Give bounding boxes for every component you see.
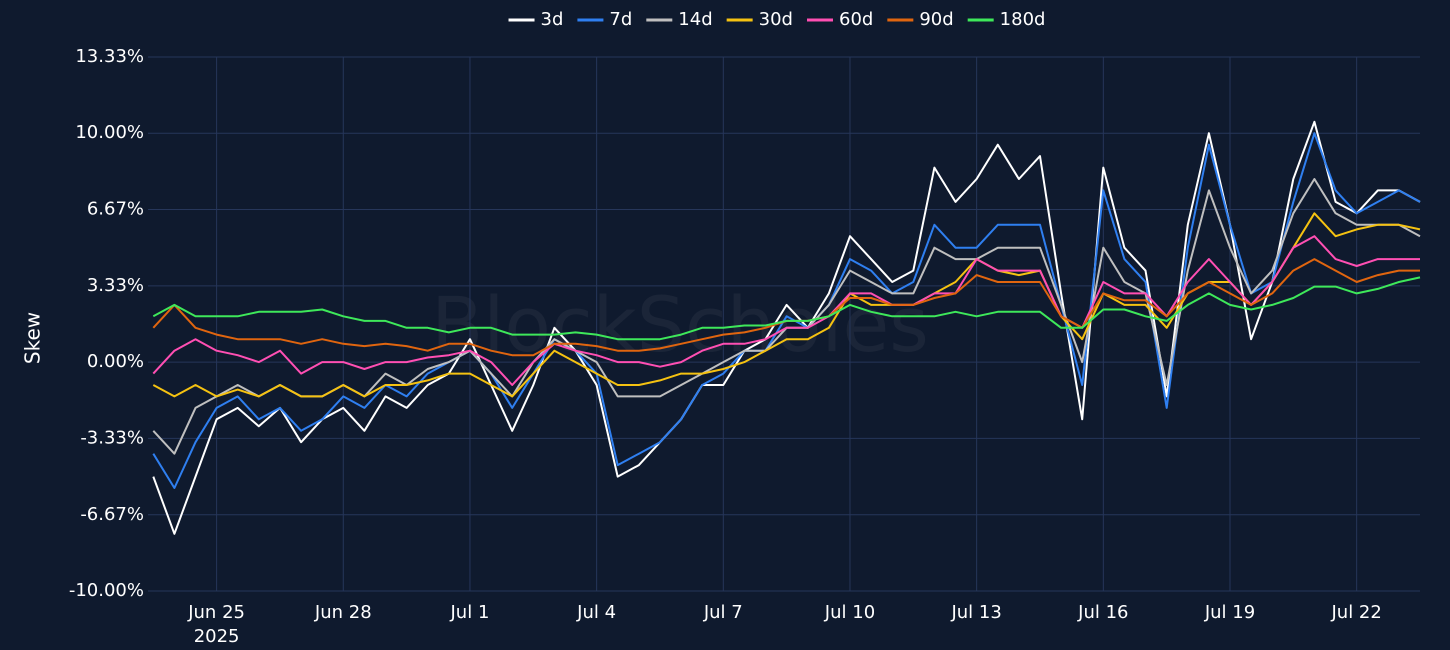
legend-label: 30d <box>759 9 793 30</box>
y-axis-label: Skew <box>21 312 45 364</box>
y-tick-label: 6.67% <box>87 198 144 219</box>
legend-label: 3d <box>541 9 564 30</box>
y-tick-label: 0.00% <box>87 351 144 372</box>
legend-label: 7d <box>609 9 632 30</box>
x-tick-label: Jul 16 <box>1077 602 1128 623</box>
x-tick-year: 2025 <box>194 626 240 647</box>
y-tick-label: -3.33% <box>80 427 144 448</box>
y-tick-label: 10.00% <box>75 122 144 143</box>
legend-label: 60d <box>839 9 873 30</box>
y-tick-label: -10.00% <box>69 580 144 601</box>
series-line <box>152 120 1421 535</box>
y-tick-label: 3.33% <box>87 275 144 296</box>
x-tick-label: Jun 28 <box>314 602 372 623</box>
legend-label: 90d <box>919 9 953 30</box>
series-line <box>152 276 1421 341</box>
x-tick-label: Jul 10 <box>824 602 875 623</box>
x-tick-label: Jul 4 <box>576 602 616 623</box>
x-tick-label: Jul 1 <box>450 602 490 623</box>
legend-label: 14d <box>678 9 712 30</box>
x-tick-label: Jul 22 <box>1330 602 1381 623</box>
legend: 3d 7d 14d 30d 60d 90d 180d <box>508 9 1046 30</box>
series-line <box>152 132 1421 489</box>
y-tick-label: 13.33% <box>75 46 144 67</box>
x-tick-label: Jul 7 <box>703 602 743 623</box>
x-tick-label: Jun 25 <box>187 602 245 623</box>
watermark: BlockScholes <box>431 280 929 369</box>
x-tick-label: Jul 19 <box>1204 602 1255 623</box>
y-tick-label: -6.67% <box>80 504 144 525</box>
series-line <box>152 235 1420 386</box>
x-tick-label: Jul 13 <box>950 602 1001 623</box>
legend-label: 180d <box>1000 9 1046 30</box>
